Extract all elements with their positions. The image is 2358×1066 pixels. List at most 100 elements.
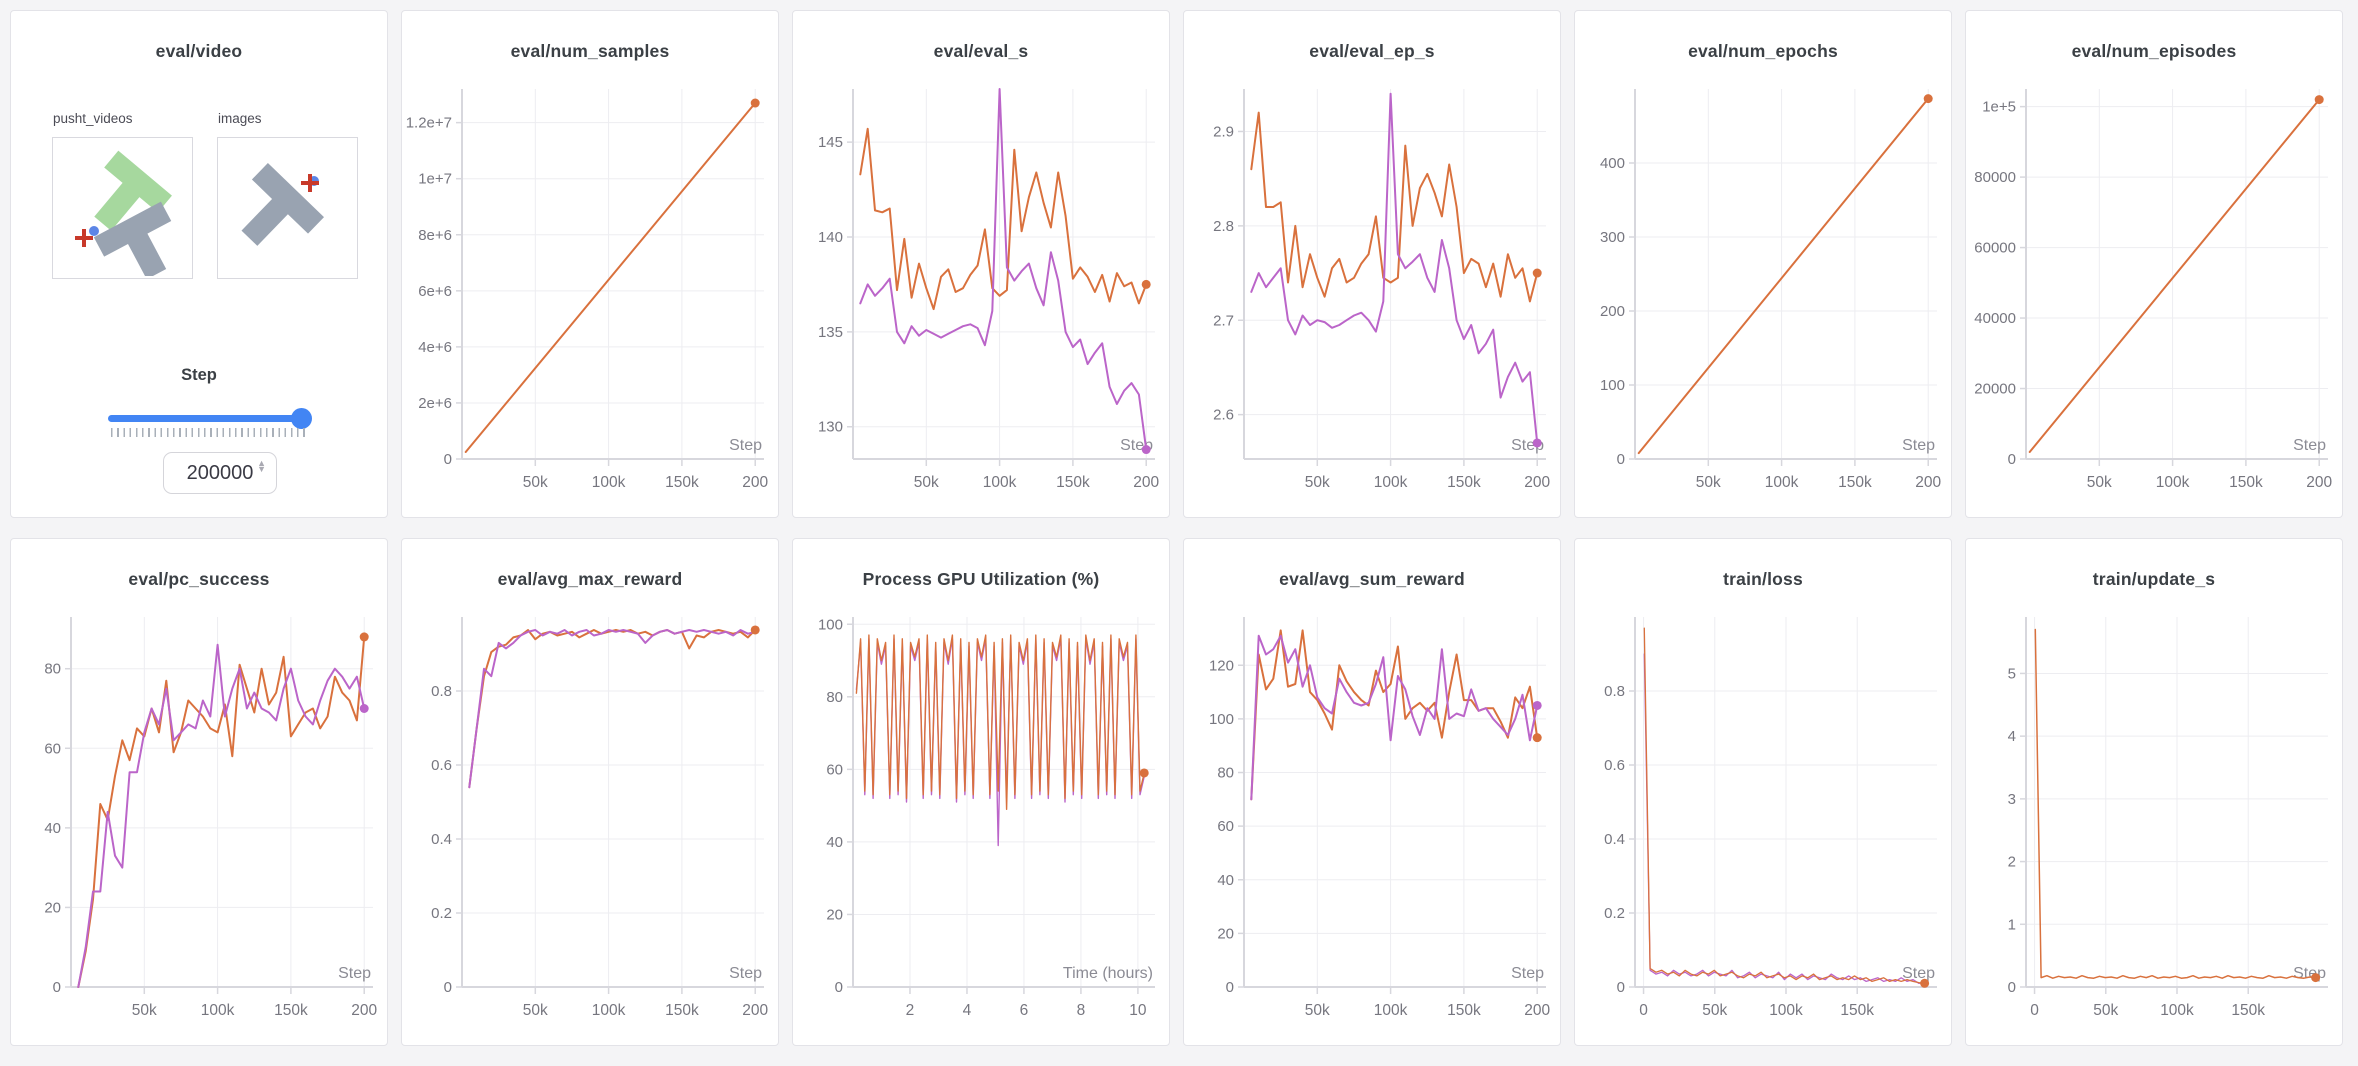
svg-text:10: 10 [1129, 1002, 1147, 1019]
series-purple-line [468, 629, 757, 789]
chart-canvas[interactable]: 0 20000 40000 60000 80000 1e+5 50k 100k 150k 200 S… [1966, 77, 2342, 511]
svg-text:80000: 80000 [1974, 169, 2016, 186]
chart-title: eval/eval_ep_s [1309, 41, 1435, 61]
series-orange-line [1250, 629, 1539, 801]
svg-text:Step: Step [1902, 965, 1935, 982]
gray-t-shape [241, 162, 325, 246]
chart-area: 0 1 2 3 4 5 0 50k 100k 150k Step [1966, 605, 2342, 1045]
chart-title: eval/avg_sum_reward [1279, 569, 1465, 589]
chart-canvas[interactable]: 0 20 40 60 80 100 120 50k 100k 150k 200 Step [1184, 605, 1560, 1039]
svg-text:100: 100 [1600, 377, 1625, 394]
series-purple-line [859, 88, 1148, 451]
chart-canvas[interactable]: 0 20 40 60 80 50k 100k 150k 200 Step [11, 605, 387, 1039]
svg-text:40000: 40000 [1974, 310, 2016, 327]
svg-text:135: 135 [818, 324, 843, 341]
svg-text:150k: 150k [274, 1002, 308, 1019]
svg-text:Step: Step [1902, 437, 1935, 454]
svg-text:150k: 150k [2229, 474, 2263, 491]
pusht-video-frame [75, 150, 172, 280]
svg-text:Step: Step [729, 437, 762, 454]
chart-canvas[interactable]: 0 100 200 300 400 50k 100k 150k 200 Step [1575, 77, 1951, 511]
svg-text:50k: 50k [914, 474, 939, 491]
svg-text:0.8: 0.8 [1604, 683, 1625, 700]
chart-area: 0 0.2 0.4 0.6 0.8 50k 100k 150k 200 Step [402, 605, 778, 1045]
svg-text:150k: 150k [665, 1002, 699, 1019]
series-orange-endpoint [1141, 279, 1151, 289]
green-t-shape [94, 150, 172, 231]
chevron-up-icon[interactable]: ▲ [257, 458, 266, 468]
svg-text:200: 200 [1600, 303, 1625, 320]
step-slider-handle[interactable] [291, 408, 312, 429]
svg-text:60: 60 [44, 740, 61, 757]
chart-area: 2.6 2.7 2.8 2.9 50k 100k 150k 200 Step [1184, 77, 1560, 517]
svg-text:2: 2 [2008, 854, 2016, 871]
slider-tick-marks [111, 428, 307, 437]
svg-text:140: 140 [818, 229, 843, 246]
svg-text:50k: 50k [1305, 474, 1330, 491]
svg-text:120: 120 [1209, 657, 1234, 674]
images-frame [241, 162, 325, 246]
svg-text:60: 60 [826, 761, 843, 778]
svg-text:100k: 100k [2156, 474, 2190, 491]
svg-text:0: 0 [2008, 979, 2016, 996]
svg-text:100k: 100k [1769, 1002, 1803, 1019]
svg-text:50k: 50k [132, 1002, 157, 1019]
chart-area: 0 20 40 60 80 50k 100k 150k 200 Step [11, 605, 387, 1045]
svg-text:50k: 50k [1702, 1002, 1727, 1019]
chart-title: eval/num_epochs [1688, 41, 1838, 61]
series-orange-endpoint [359, 632, 369, 642]
chart-panel-num_samples: eval/num_samples 0 2e+6 4e+6 6e+6 8e+6 1e+7 1.2… [401, 10, 779, 518]
agent-dot [89, 226, 99, 236]
svg-text:4: 4 [963, 1002, 972, 1019]
svg-text:1e+5: 1e+5 [1982, 99, 2016, 116]
svg-text:20000: 20000 [1974, 381, 2016, 398]
chart-title: train/loss [1723, 569, 1803, 589]
svg-text:100: 100 [1209, 711, 1234, 728]
chart-panel-pc_success: eval/pc_success 0 20 40 60 80 50k 100k 150k 200 St… [10, 538, 388, 1046]
pusht-video-thumbnail[interactable] [52, 137, 193, 280]
svg-text:200: 200 [742, 474, 768, 491]
chart-title: Process GPU Utilization (%) [862, 569, 1100, 589]
gray-t-shape [93, 201, 172, 280]
chart-canvas[interactable]: 0 20 40 60 80 100 2 4 6 8 10 Time (hours) [793, 605, 1169, 1039]
svg-text:0: 0 [53, 979, 61, 996]
series-orange-endpoint [750, 98, 760, 108]
svg-text:100k: 100k [1374, 474, 1408, 491]
series-purple-endpoint [1532, 700, 1542, 710]
series-purple-endpoint [1532, 438, 1542, 448]
chart-canvas[interactable]: 0 1 2 3 4 5 0 50k 100k 150k Step [1966, 605, 2342, 1039]
chart-area: 0 20 40 60 80 100 2 4 6 8 10 Time (hours) [793, 605, 1169, 1045]
step-slider[interactable] [108, 415, 311, 422]
chart-area: 0 20 40 60 80 100 120 50k 100k 150k 200 Step [1184, 605, 1560, 1045]
svg-text:1.2e+7: 1.2e+7 [406, 115, 452, 132]
chart-canvas[interactable]: 0 0.2 0.4 0.6 0.8 0 50k 100k 150k Step [1575, 605, 1951, 1039]
svg-text:200: 200 [1915, 474, 1941, 491]
step-number-input[interactable]: 200000 ▲ ▼ [163, 452, 277, 494]
svg-text:0.2: 0.2 [1604, 905, 1625, 922]
svg-text:80: 80 [826, 689, 843, 706]
chevron-down-icon[interactable]: ▼ [257, 464, 266, 474]
svg-text:100k: 100k [592, 1002, 626, 1019]
series-orange-line [468, 629, 757, 789]
images-thumbnail[interactable] [217, 137, 358, 279]
svg-text:40: 40 [44, 820, 61, 837]
series-orange-line [1637, 97, 1930, 455]
series-orange-endpoint [750, 625, 760, 635]
svg-text:40: 40 [826, 834, 843, 851]
svg-text:0.6: 0.6 [431, 757, 452, 774]
svg-text:100k: 100k [201, 1002, 235, 1019]
svg-text:2.7: 2.7 [1213, 312, 1234, 329]
chart-canvas[interactable]: 0 2e+6 4e+6 6e+6 8e+6 1e+7 1.2e+7 50k 100k 150k 20… [402, 77, 778, 511]
svg-text:150k: 150k [665, 474, 699, 491]
video-panel-title: eval/video [155, 41, 243, 61]
step-number-value: 200000 [186, 461, 254, 484]
svg-text:2.6: 2.6 [1213, 407, 1234, 424]
svg-text:50k: 50k [523, 474, 548, 491]
svg-text:80: 80 [44, 661, 61, 678]
stepper-arrows[interactable]: ▲ ▼ [257, 458, 266, 474]
svg-text:145: 145 [818, 134, 843, 151]
chart-canvas[interactable]: 0 0.2 0.4 0.6 0.8 50k 100k 150k 200 Step [402, 605, 778, 1039]
svg-text:0: 0 [444, 451, 452, 468]
